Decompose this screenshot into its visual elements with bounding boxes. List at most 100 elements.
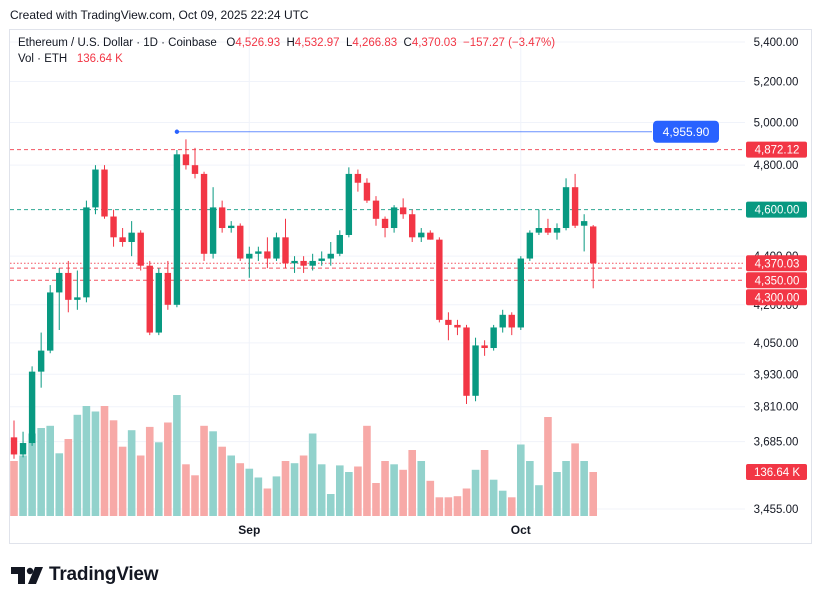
candle-body xyxy=(463,327,470,396)
candle-body xyxy=(37,350,45,372)
volume-bar xyxy=(381,461,389,516)
ohlc-row: Ethereum / U.S. Dollar · 1D · Coinbase O… xyxy=(18,35,555,51)
candle-body xyxy=(454,324,461,328)
volume-bar xyxy=(308,433,317,516)
y-tick-label: 3,685.00 xyxy=(754,437,799,449)
candle-body xyxy=(354,173,362,183)
candle-body xyxy=(427,232,434,240)
candle-body xyxy=(56,272,63,293)
y-tick-label: 3,930.00 xyxy=(754,369,799,381)
candle-body xyxy=(273,237,280,259)
candle-body xyxy=(318,258,325,261)
y-tick-label: 5,200.00 xyxy=(754,76,799,88)
open-label: O xyxy=(226,37,236,49)
volume-bar xyxy=(236,463,245,516)
chart-legend: Ethereum / U.S. Dollar · 1D · Coinbase O… xyxy=(18,35,555,67)
volume-bar xyxy=(46,425,54,516)
volume-bar xyxy=(191,475,199,516)
volume-bar xyxy=(91,411,100,516)
volume-bar xyxy=(317,464,326,516)
volume-bar xyxy=(200,425,208,516)
volume-bar xyxy=(182,464,190,516)
volume-bar xyxy=(145,426,154,516)
volume-bar xyxy=(372,483,380,516)
candle-body xyxy=(309,260,316,266)
candle-body xyxy=(327,253,334,259)
tradingview-brand[interactable]: TradingView xyxy=(11,562,159,588)
y-tick-label: 3,455.00 xyxy=(754,504,799,516)
candle-body xyxy=(499,314,506,328)
volume-bar xyxy=(100,406,109,516)
grid-lines xyxy=(10,30,745,516)
price-badge-bg xyxy=(746,289,807,306)
volume-bar xyxy=(471,469,480,516)
candle-body xyxy=(372,200,380,219)
volume-bar xyxy=(299,455,308,516)
price-badge: 4,350.00 xyxy=(755,275,800,287)
candle-body xyxy=(237,225,244,259)
volume-bar xyxy=(73,414,82,516)
high-label: H xyxy=(286,37,295,49)
volume-bar xyxy=(526,461,534,516)
volume-bar xyxy=(254,477,263,516)
candle-body xyxy=(146,265,153,333)
volume-bar xyxy=(37,428,45,516)
candle-body xyxy=(508,314,515,328)
volume-bar xyxy=(272,476,281,516)
candle-body xyxy=(300,260,307,266)
volume-bar xyxy=(209,431,217,516)
candle-body xyxy=(481,345,488,349)
candle-body xyxy=(562,187,570,229)
price-badge: 4,370.03 xyxy=(755,258,800,270)
candle-body xyxy=(291,260,298,264)
price-badges: 4,955.90 4,872.12 4,600.00 4,370.03 4,350.00… xyxy=(653,120,807,480)
volume-bar xyxy=(444,497,453,516)
price-axis: 5,400.005,200.005,000.004,800.004,400.00… xyxy=(754,37,799,516)
volume-bar xyxy=(218,446,226,516)
candle-body xyxy=(128,232,135,242)
price-line-label: 4,955.90 xyxy=(663,125,710,139)
volume-bar xyxy=(553,472,561,516)
volume-bar xyxy=(544,417,552,516)
candle-body xyxy=(74,297,81,300)
volume-bar xyxy=(82,406,91,516)
volume-bar xyxy=(55,453,64,516)
y-tick-label: 5,400.00 xyxy=(754,37,799,49)
price-badge-bg xyxy=(746,141,807,158)
volume-bar xyxy=(281,461,290,516)
candle-body xyxy=(526,232,534,259)
volume-bar xyxy=(363,425,371,516)
volume-bar xyxy=(417,461,426,516)
volume-bar xyxy=(507,497,516,516)
candle-body xyxy=(517,258,524,328)
candle-body xyxy=(191,165,199,174)
candle-body xyxy=(209,207,217,254)
volume-badge: 136.64 K xyxy=(754,467,800,479)
candle-body xyxy=(409,214,416,238)
close-value: 4,370.03 xyxy=(411,37,457,49)
candle-body xyxy=(571,187,579,226)
low-label: L xyxy=(345,37,353,49)
candle-body xyxy=(155,272,162,333)
volume-bar xyxy=(399,469,407,516)
candle-body xyxy=(390,207,398,229)
chart-caption: Created with TradingView.com, Oct 09, 20… xyxy=(10,8,309,22)
candle-body xyxy=(544,228,552,233)
volume-bar xyxy=(480,450,489,516)
candle-body xyxy=(47,292,54,351)
candle-body xyxy=(92,169,99,208)
volume-bar xyxy=(136,455,145,516)
volume-bar xyxy=(535,485,543,516)
candle-body xyxy=(580,221,588,226)
volume-bar xyxy=(580,461,588,516)
volume-bar xyxy=(336,465,344,516)
volume-bar xyxy=(435,497,444,516)
candle-body xyxy=(218,207,226,229)
price-badge-bg xyxy=(746,255,807,272)
candle-body xyxy=(490,327,497,349)
volume-bar xyxy=(64,439,73,516)
volume-bar xyxy=(173,395,181,516)
chart-frame xyxy=(9,29,812,544)
candle-body xyxy=(590,226,597,264)
